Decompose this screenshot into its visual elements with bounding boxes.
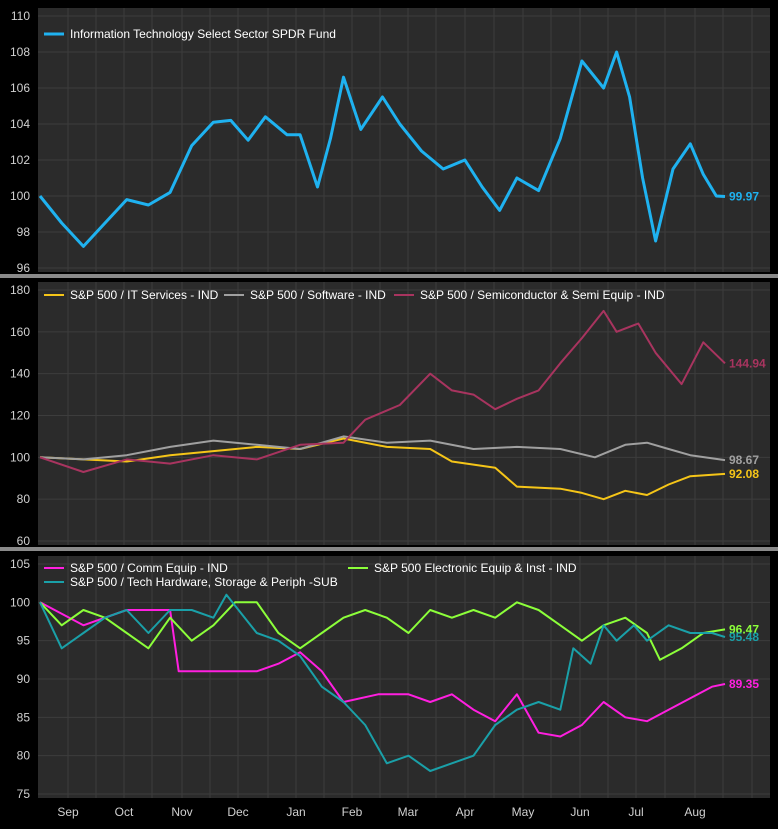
y-tick-label: 105: [10, 557, 30, 571]
legend-label: Information Technology Select Sector SPD…: [70, 27, 336, 41]
legend-label: S&P 500 / Software - IND: [250, 288, 386, 302]
y-tick-label: 110: [11, 9, 30, 23]
x-tick-label: Dec: [227, 805, 248, 819]
series-last-value: 92.08: [729, 467, 759, 481]
y-tick-label: 160: [10, 325, 30, 339]
y-tick-label: 85: [17, 710, 31, 724]
y-tick-label: 80: [17, 492, 31, 506]
series-line: [39, 601, 726, 661]
x-tick-label: Sep: [57, 805, 79, 819]
y-tick-label: 98: [17, 225, 31, 239]
y-tick-label: 108: [10, 45, 30, 59]
series-line: [39, 593, 726, 772]
series-line: [39, 309, 726, 473]
legend-label: S&P 500 / Tech Hardware, Storage & Perip…: [70, 575, 338, 589]
y-tick-label: 60: [17, 534, 31, 548]
series-last-value: 95.48: [729, 630, 759, 644]
x-tick-label: Jun: [570, 805, 589, 819]
series-last-value: 89.35: [729, 677, 759, 691]
x-tick-label: Aug: [684, 805, 705, 819]
y-tick-label: 100: [10, 189, 30, 203]
y-tick-label: 102: [10, 153, 30, 167]
y-tick-label: 180: [10, 283, 30, 297]
x-tick-label: Jul: [628, 805, 643, 819]
x-tick-label: Jan: [286, 805, 305, 819]
y-tick-label: 104: [10, 117, 30, 131]
y-tick-label: 120: [10, 409, 30, 423]
series-line: [39, 435, 726, 462]
y-tick-label: 90: [17, 672, 31, 686]
y-tick-label: 80: [17, 749, 31, 763]
x-tick-label: May: [512, 805, 535, 819]
panel-top: 96 98 100 102 104 106 108 110 99.97 Information T…: [10, 8, 770, 275]
y-tick-label: 95: [17, 634, 31, 648]
y-tick-label: 100: [10, 450, 30, 464]
y-tick-label: 140: [10, 367, 30, 381]
series-last-value: 98.67: [729, 453, 759, 467]
x-tick-label: Nov: [171, 805, 192, 819]
series-line: [38, 50, 726, 248]
legend-label: S&P 500 / Semiconductor & Semi Equip - I…: [420, 288, 665, 302]
x-tick-label: Apr: [456, 805, 475, 819]
x-tick-label: Feb: [342, 805, 363, 819]
y-tick-label: 75: [17, 787, 31, 801]
x-tick-label: Mar: [398, 805, 419, 819]
series-last-value: 96.47: [729, 622, 759, 636]
panel-separator: [0, 547, 778, 551]
series-line: [39, 601, 726, 738]
plot-area: [38, 282, 770, 545]
legend-label: S&P 500 / Comm Equip - IND: [70, 561, 228, 575]
series-last-value: 144.94: [729, 356, 766, 370]
x-tick-label: Oct: [115, 805, 134, 819]
series-line: [39, 437, 726, 501]
series-last-value: 99.97: [729, 190, 759, 204]
panel-separator: [0, 274, 778, 278]
legend-label: S&P 500 Electronic Equip & Inst - IND: [374, 561, 577, 575]
y-tick-label: 100: [10, 595, 30, 609]
legend-label: S&P 500 / IT Services - IND: [70, 288, 219, 302]
plot-area: [38, 556, 770, 798]
y-tick-label: 106: [10, 81, 30, 95]
y-tick-label: 96: [17, 261, 31, 275]
